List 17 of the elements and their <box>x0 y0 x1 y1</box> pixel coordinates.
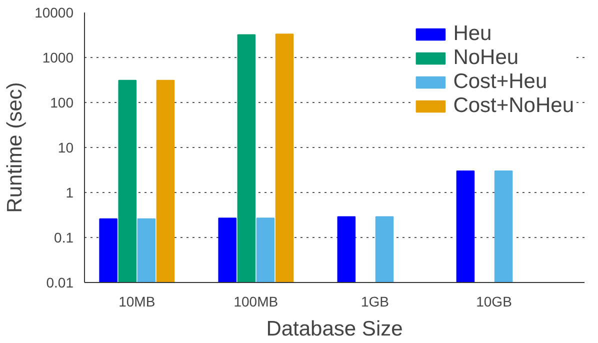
x-tick-label: 100MB <box>234 294 278 310</box>
x-tick-label: 1GB <box>360 294 389 310</box>
y-tick-label: 10000 <box>34 4 74 20</box>
x-tick-label: 10MB <box>118 294 156 310</box>
y-tick-label: 1000 <box>42 50 74 66</box>
legend-label: Cost+Heu <box>453 70 548 94</box>
y-tick-label: 0.01 <box>46 274 74 290</box>
y-tick-label: 10 <box>58 140 74 156</box>
y-tick-label: 1 <box>66 184 74 200</box>
x-tick-label: 10GB <box>476 294 512 310</box>
x-axis-title: Database Size <box>266 318 403 340</box>
y-tick-label: 100 <box>50 94 74 110</box>
y-axis-title: Runtime (sec) <box>4 82 27 213</box>
legend-label: Cost+NoHeu <box>453 94 574 118</box>
legend-label: Heu <box>453 22 492 46</box>
y-tick-label: 0.1 <box>54 230 74 246</box>
legend-label: NoHeu <box>453 46 519 70</box>
